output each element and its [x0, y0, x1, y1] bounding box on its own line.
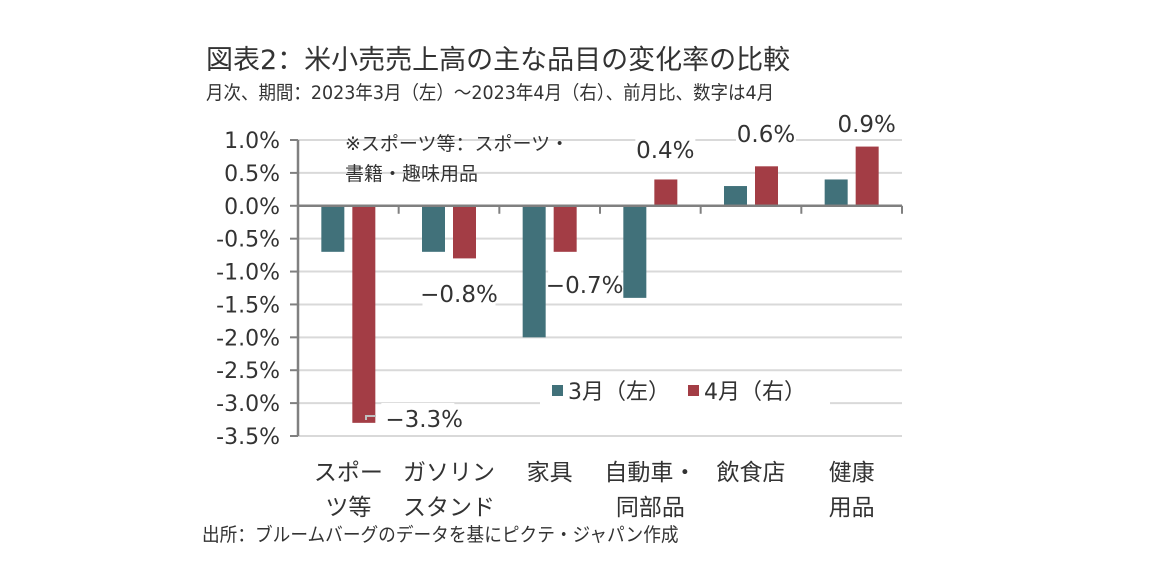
data-label: 0.9% — [837, 112, 895, 138]
legend-label: 4月（右） — [704, 380, 806, 405]
data-label-bg — [548, 269, 622, 299]
data-label: −0.7% — [546, 273, 624, 299]
x-tick-label: 健康 — [829, 460, 875, 486]
y-tick-label: -2.0% — [216, 326, 280, 351]
y-tick-label: -1.5% — [216, 293, 280, 318]
bar-march — [422, 205, 445, 252]
y-tick-label: -3.5% — [216, 425, 280, 450]
bar-march — [724, 186, 747, 206]
x-tick-label: スポー — [314, 460, 383, 486]
y-tick-label: -2.5% — [216, 359, 280, 384]
bar-march — [623, 205, 647, 298]
bars — [321, 146, 879, 423]
x-tick-label: 家具 — [527, 460, 573, 486]
source-note: 出所：ブルームバーグのデータを基にピクテ・ジャパン作成 — [202, 524, 679, 546]
data-label-bg — [836, 108, 897, 138]
y-tick-label: -0.5% — [216, 228, 280, 253]
x-tick-label: スタンド — [403, 495, 495, 521]
legend-bg — [540, 375, 830, 409]
x-tick-label: 自動車・ — [604, 460, 696, 486]
legend: 3月（左） 4月（右） — [540, 375, 830, 409]
y-tick-label: -1.0% — [216, 261, 280, 286]
axes — [290, 139, 903, 437]
data-label: −3.3% — [385, 407, 463, 433]
x-tick-label: 用品 — [829, 495, 875, 521]
chart-subtitle: 月次、期間：2023年3月（左）～2023年4月（右）、前月比、数字は4月 — [206, 82, 775, 104]
annotation: ※スポーツ等：スポーツ・書籍・趣味用品 — [345, 133, 569, 185]
x-tick-label: ツ等 — [325, 495, 371, 521]
data-label: −0.8% — [420, 282, 498, 308]
bar-march — [824, 179, 848, 206]
data-labels: −3.3% −0.8% −0.7% 0.4% 0.6% 0.9% — [365, 108, 897, 433]
leader-line — [365, 415, 376, 420]
bar-april — [553, 205, 577, 252]
y-tick-label: -3.0% — [216, 392, 280, 417]
data-label-bg — [635, 134, 696, 164]
bar-march — [522, 205, 546, 338]
data-label: 0.6% — [737, 122, 795, 148]
bar-april — [654, 179, 678, 206]
legend-swatch-march — [552, 385, 563, 396]
bar-april — [453, 205, 476, 259]
bar-march — [321, 205, 345, 252]
bar-april — [755, 166, 778, 206]
y-tick-labels: 1.0% 0.5% 0.0% -0.5% -1.0% -1.5% -2.0% -2.5% -3.… — [216, 129, 280, 450]
data-label: 0.4% — [636, 138, 694, 164]
data-label-bg — [736, 118, 796, 148]
bar-april — [352, 205, 376, 423]
data-label-bg — [422, 278, 496, 308]
y-tick-label: 0.0% — [224, 195, 280, 220]
x-tick-label: 同部品 — [616, 495, 685, 521]
legend-label: 3月（左） — [568, 380, 670, 405]
legend-swatch-april — [688, 385, 699, 396]
y-tick-label: 1.0% — [224, 129, 280, 154]
bar-april — [855, 146, 879, 206]
chart-title: 図表2：米小売売上高の主な品目の変化率の比較 — [206, 45, 791, 76]
annotation-text: 書籍・趣味用品 — [345, 163, 478, 185]
data-label-bg — [381, 403, 455, 433]
x-tick-label: 飲食店 — [717, 460, 786, 486]
y-tick-label: 0.5% — [224, 162, 280, 187]
x-tick-label: ガソリン — [403, 460, 495, 486]
annotation-text: ※スポーツ等：スポーツ・ — [345, 133, 569, 155]
